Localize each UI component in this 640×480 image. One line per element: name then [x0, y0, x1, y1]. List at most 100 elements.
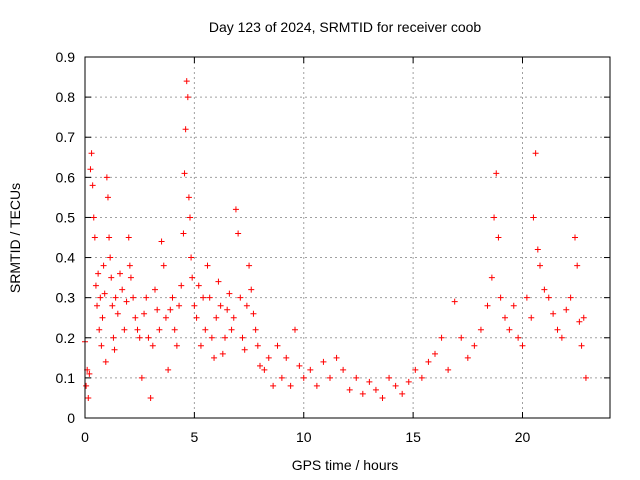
- data-point: [85, 394, 92, 401]
- data-point: [278, 374, 285, 381]
- data-point: [200, 294, 207, 301]
- data-point: [359, 390, 366, 397]
- data-point: [149, 342, 156, 349]
- data-point: [307, 366, 314, 373]
- data-point: [136, 334, 143, 341]
- data-point: [528, 314, 535, 321]
- data-point: [197, 342, 204, 349]
- data-point: [523, 294, 530, 301]
- data-point: [188, 254, 195, 261]
- plot-frame: [84, 56, 611, 419]
- data-point: [471, 342, 478, 349]
- data-point: [412, 366, 419, 373]
- data-point: [130, 294, 137, 301]
- data-point: [185, 194, 192, 201]
- data-point: [88, 150, 95, 157]
- data-point: [154, 306, 161, 313]
- data-point: [101, 290, 108, 297]
- data-point: [554, 326, 561, 333]
- data-point: [86, 370, 93, 377]
- data-point: [102, 358, 109, 365]
- data-point: [438, 334, 445, 341]
- chart-title: Day 123 of 2024, SRMTID for receiver coo…: [209, 19, 482, 35]
- axis-ticks: 0 0.1 0.2 0.3 0.4 0.5 0.6 0.7 0.8 0.9 0 5 10 15 20: [56, 49, 610, 445]
- data-point: [320, 358, 327, 365]
- data-point: [183, 78, 190, 85]
- data-point: [283, 354, 290, 361]
- data-point: [445, 366, 452, 373]
- data-point: [563, 306, 570, 313]
- data-point: [106, 234, 113, 241]
- data-point: [239, 334, 246, 341]
- data-point: [173, 342, 180, 349]
- x-axis-label: GPS time / hours: [292, 457, 399, 473]
- data-point: [112, 294, 119, 301]
- data-point: [191, 302, 198, 309]
- y-axis-label: SRMTID / TECUs: [7, 183, 23, 293]
- data-point: [147, 394, 154, 401]
- data-point: [418, 374, 425, 381]
- data-point: [265, 354, 272, 361]
- data-point: [451, 298, 458, 305]
- data-point: [580, 314, 587, 321]
- data-point: [126, 262, 133, 269]
- data-point: [108, 274, 115, 281]
- data-point: [104, 194, 111, 201]
- x-tick-label: 0: [81, 429, 89, 445]
- data-point: [176, 302, 183, 309]
- data-point: [160, 262, 167, 269]
- y-tick-label: 0.5: [56, 209, 76, 225]
- data-point: [219, 350, 226, 357]
- y-tick-label: 0.8: [56, 89, 76, 105]
- data-point: [392, 382, 399, 389]
- data-point: [141, 310, 148, 317]
- data-point: [576, 318, 583, 325]
- data-point: [121, 326, 128, 333]
- data-point: [248, 286, 255, 293]
- y-tick-label: 0.9: [56, 49, 76, 65]
- data-point: [353, 374, 360, 381]
- data-point: [103, 174, 110, 181]
- data-point: [235, 230, 242, 237]
- data-point: [230, 314, 237, 321]
- y-tick-label: 0.3: [56, 290, 76, 306]
- data-point: [250, 310, 257, 317]
- data-point: [558, 334, 565, 341]
- data-point: [180, 230, 187, 237]
- data-point: [405, 378, 412, 385]
- data-point: [287, 382, 294, 389]
- data-point: [300, 374, 307, 381]
- data-point: [313, 382, 320, 389]
- data-point: [123, 298, 130, 305]
- data-point: [181, 170, 188, 177]
- data-point: [91, 234, 98, 241]
- data-point: [550, 310, 557, 317]
- data-point: [567, 294, 574, 301]
- data-point: [178, 282, 185, 289]
- data-point: [379, 394, 386, 401]
- data-point: [83, 382, 90, 389]
- data-point: [100, 262, 107, 269]
- x-tick-label: 10: [296, 429, 312, 445]
- y-tick-label: 0.4: [56, 250, 76, 266]
- data-point: [226, 290, 233, 297]
- data-point: [497, 294, 504, 301]
- data-point: [495, 234, 502, 241]
- data-point: [204, 262, 211, 269]
- data-point: [386, 374, 393, 381]
- x-tick-label: 20: [515, 429, 531, 445]
- data-point: [152, 286, 158, 293]
- data-point: [241, 346, 248, 353]
- data-point: [270, 382, 277, 389]
- data-point: [111, 346, 118, 353]
- data-point: [296, 362, 303, 369]
- data-point: [213, 314, 220, 321]
- x-tick-label: 15: [405, 429, 421, 445]
- data-point: [125, 234, 132, 241]
- data-point: [532, 150, 539, 157]
- data-point: [477, 326, 484, 333]
- data-point: [292, 326, 298, 333]
- data-point: [237, 294, 244, 301]
- data-point: [366, 378, 373, 385]
- data-points: [82, 78, 589, 401]
